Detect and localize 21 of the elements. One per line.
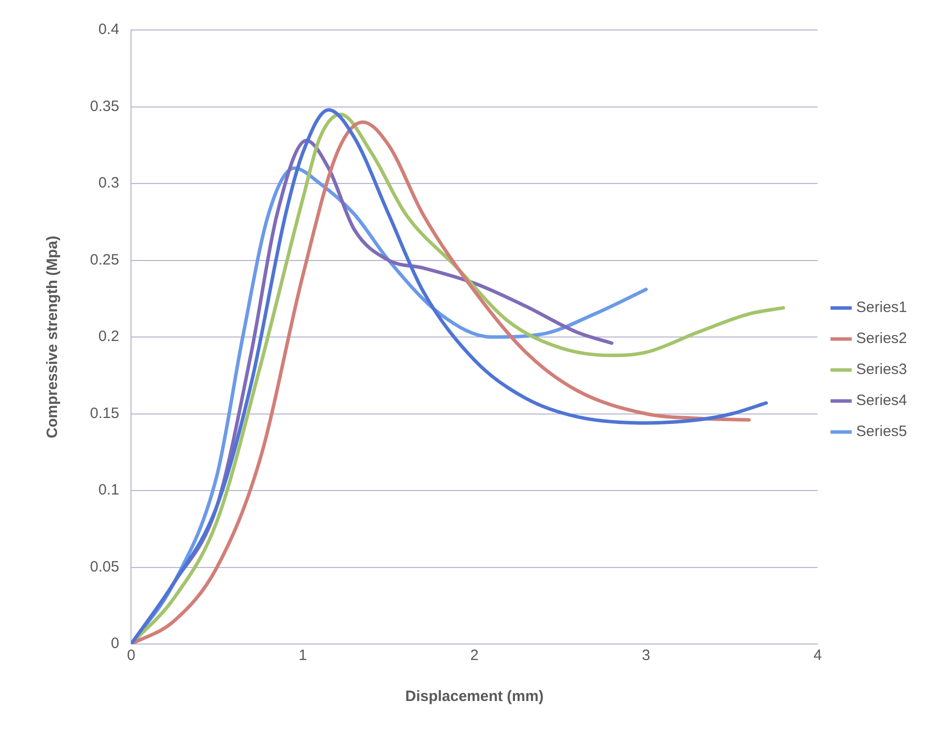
y-tick-label: 0.15 xyxy=(90,404,120,422)
legend-label: Series3 xyxy=(856,361,907,378)
y-tick-label: 0.05 xyxy=(90,558,120,576)
y-tick-label: 0.25 xyxy=(90,251,120,268)
x-axis-title: Displacement (mm) xyxy=(405,688,544,706)
y-tick-label: 0 xyxy=(110,635,120,652)
legend-label: Series5 xyxy=(856,423,907,440)
x-tick-label: 1 xyxy=(298,647,307,664)
x-tick-label: 4 xyxy=(813,647,822,664)
y-tick-label: 0.2 xyxy=(98,328,120,346)
x-tick-label: 3 xyxy=(642,647,650,664)
legend-label: Series2 xyxy=(856,330,907,348)
y-tick-label: 0.35 xyxy=(90,98,120,115)
y-tick-label: 0.1 xyxy=(98,482,120,499)
x-tick-label: 0 xyxy=(127,647,136,664)
y-tick-label: 0.3 xyxy=(98,174,120,192)
legend-label: Series4 xyxy=(856,392,907,410)
legend-label: Series1 xyxy=(856,299,907,316)
x-tick-label: 2 xyxy=(470,647,479,664)
y-tick-label: 0.4 xyxy=(98,21,120,38)
y-axis-title: Compressive strength (Mpa) xyxy=(44,236,62,438)
